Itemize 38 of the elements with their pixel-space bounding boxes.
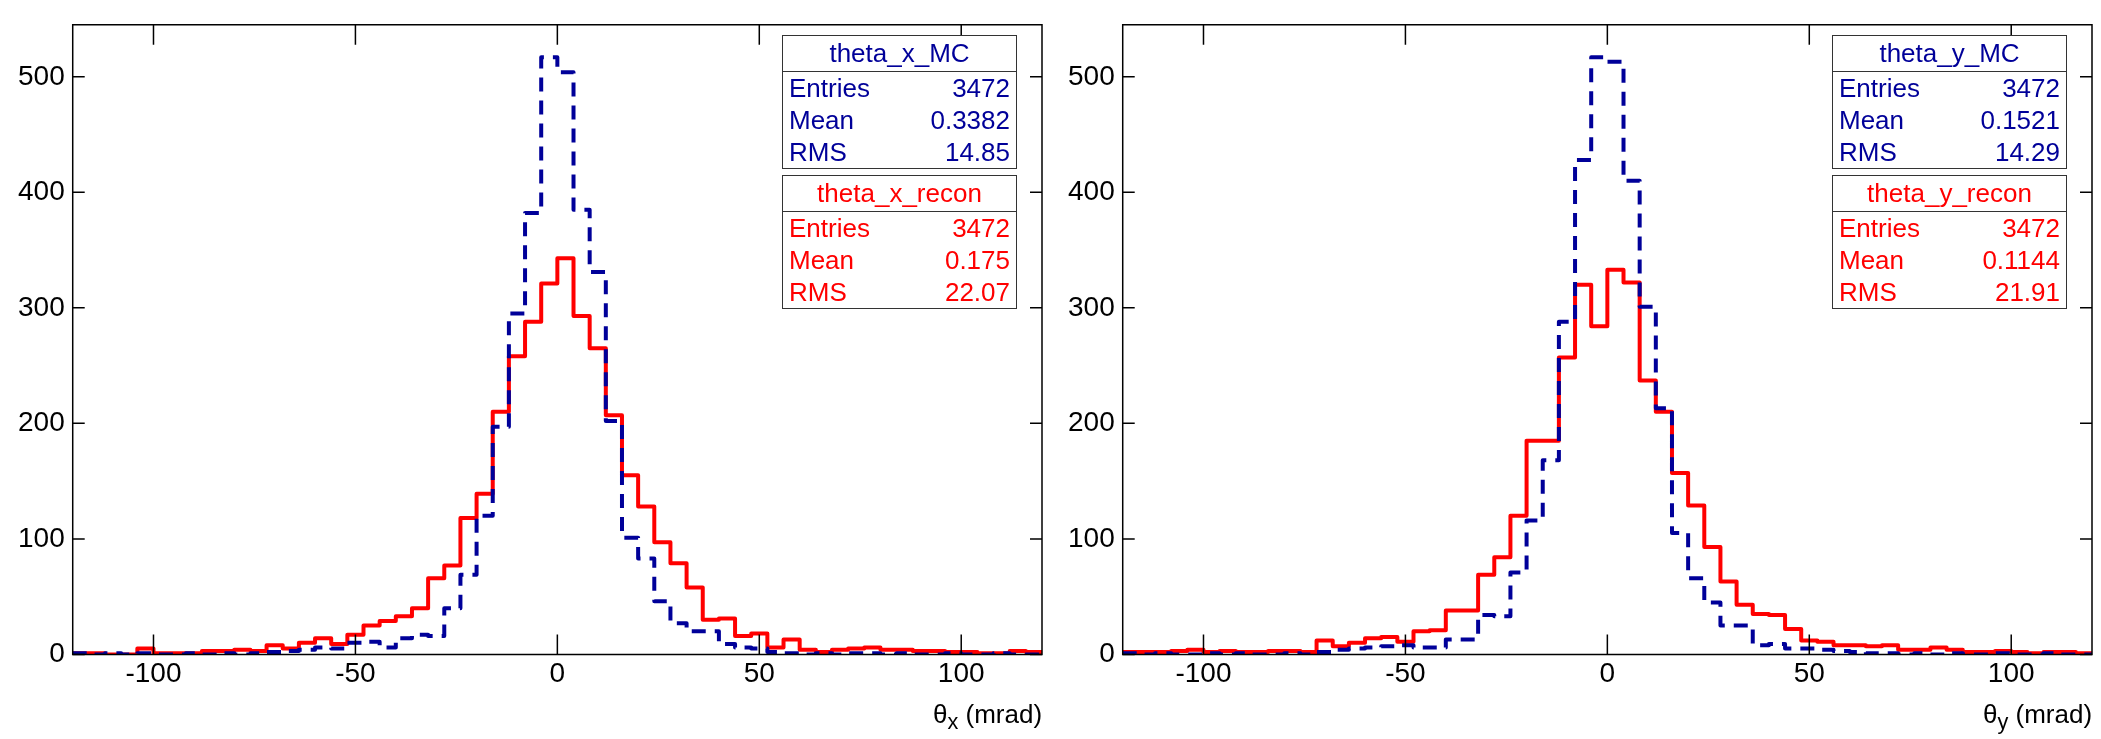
text: Mean 0.175 [789, 244, 1010, 275]
x-tick-label: -100 [125, 656, 182, 688]
x-tick-label: 100 [937, 656, 985, 688]
x-tick-label: 50 [1793, 656, 1825, 688]
text: RMS 14.29 [1839, 136, 2060, 167]
x-axis-title: θ$_{x}$ (mrad) [933, 698, 1043, 735]
text: Entries 3472 [789, 212, 1010, 243]
x-tick-label: -50 [335, 656, 376, 688]
y-tick-label: 300 [18, 290, 65, 322]
text: Mean 0.3382 [789, 104, 1010, 135]
x-tick-label: 0 [549, 656, 566, 688]
text: theta_y_recon [1833, 175, 2066, 212]
x-tick-label: -50 [1385, 656, 1426, 688]
y-tick-label: 100 [18, 521, 65, 553]
text: Entries 3472 [789, 72, 1010, 103]
text: RMS 22.07 [789, 276, 1010, 307]
text: Mean 0.1521 [1839, 104, 2060, 135]
y-tick-label: 200 [18, 406, 65, 438]
text: RMS 14.85 [789, 136, 1010, 167]
y-tick-label: 200 [1068, 406, 1115, 438]
y-tick-label: 500 [1068, 59, 1115, 91]
text: theta_x_recon [783, 175, 1016, 212]
y-tick-label: 400 [1068, 175, 1115, 207]
text: Entries 3472 [1839, 72, 2060, 103]
y-tick-label: 100 [1068, 521, 1115, 553]
y-tick-label: 500 [18, 59, 65, 91]
text: theta_x_MC [783, 35, 1016, 72]
x-tick-label: 50 [743, 656, 775, 688]
y-tick-label: 300 [1068, 290, 1115, 322]
x-axis-title: θ$_{y}$ (mrad) [1983, 698, 2093, 735]
text: Entries 3472 [1839, 212, 2060, 243]
text: Mean 0.1144 [1839, 244, 2060, 275]
x-tick-label: -100 [1175, 656, 1232, 688]
text: theta_y_MC [1833, 35, 2066, 72]
text: RMS 21.91 [1839, 276, 2060, 307]
x-tick-label: 0 [1599, 656, 1616, 688]
x-tick-label: 100 [1987, 656, 2035, 688]
y-tick-label: 400 [18, 175, 65, 207]
